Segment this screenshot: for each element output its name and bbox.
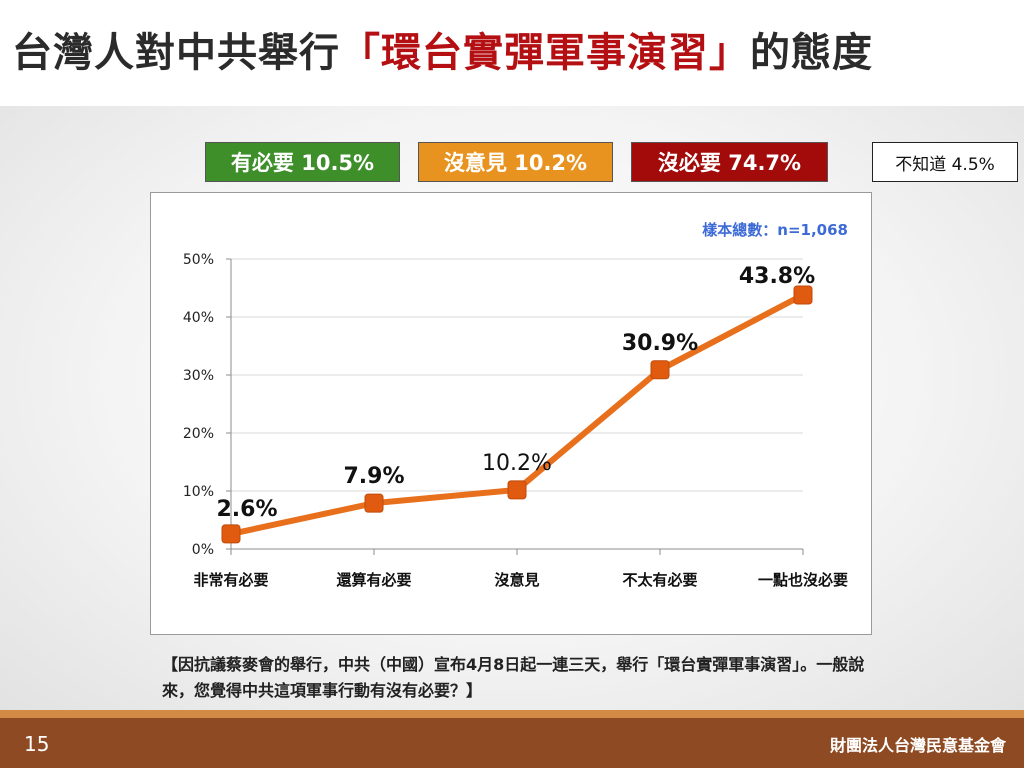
page-number: 15: [24, 732, 50, 756]
summary-necessary-label: 有必要 10.5%: [230, 151, 375, 175]
footer: 15 財團法人台灣民意基金會: [0, 718, 1024, 768]
y-tick-label: 10%: [183, 484, 214, 500]
data-label: 10.2%: [482, 451, 552, 476]
data-point: [650, 360, 670, 380]
slide-title: 台灣人對中共舉行「環台實彈軍事演習」的態度: [12, 20, 873, 78]
summary-no-opinion-label: 沒意見 10.2%: [443, 151, 588, 175]
data-point: [507, 480, 527, 500]
x-tick-label: 不太有必要: [622, 571, 697, 589]
y-tick-label: 0%: [192, 542, 214, 558]
footer-stripe: [0, 710, 1024, 718]
x-tick-label: 一點也沒必要: [758, 571, 848, 589]
data-point: [364, 493, 384, 513]
y-tick-label: 20%: [183, 426, 214, 442]
summary-dont-know-label: 不知道 4.5%: [895, 154, 995, 175]
data-point: [793, 285, 813, 305]
sample-size-note: 樣本總數：n=1,068: [702, 221, 848, 239]
title-bar: 台灣人對中共舉行「環台實彈軍事演習」的態度: [0, 0, 1024, 106]
line-chart: 0% 10% 20% 30% 40% 50% 非常有必要 還算有必要 沒意見 不太有必要 一點也沒必…: [183, 221, 848, 589]
organization-name: 財團法人台灣民意基金會: [829, 736, 1006, 755]
summary-necessary: 有必要 10.5%: [205, 142, 400, 182]
title-suffix: 的態度: [750, 30, 873, 76]
data-point: [221, 524, 241, 544]
data-label: 30.9%: [622, 331, 698, 356]
x-tick-label: 還算有必要: [336, 571, 411, 589]
summary-unnecessary-label: 沒必要 74.7%: [657, 151, 802, 175]
data-label: 7.9%: [343, 464, 404, 489]
y-tick-label: 30%: [183, 368, 214, 384]
survey-question: 【因抗議蔡麥會的舉行，中共（中國）宣布4月8日起一連三天，舉行「環台實彈軍事演習…: [162, 655, 865, 700]
y-tick-label: 50%: [183, 252, 214, 268]
x-tick-label: 非常有必要: [193, 571, 268, 589]
data-label: 2.6%: [216, 497, 277, 522]
data-label: 43.8%: [739, 264, 815, 289]
summary-unnecessary: 沒必要 74.7%: [631, 142, 828, 182]
summary-no-opinion: 沒意見 10.2%: [418, 142, 613, 182]
x-tick-label: 沒意見: [494, 571, 539, 589]
summary-dont-know: 不知道 4.5%: [872, 142, 1018, 182]
chart-frame: 0% 10% 20% 30% 40% 50% 非常有必要 還算有必要 沒意見 不太有必要 一點也沒必…: [150, 192, 872, 635]
title-highlight: 「環台實彈軍事演習」: [340, 30, 750, 76]
y-tick-label: 40%: [183, 310, 214, 326]
title-prefix: 台灣人對中共舉行: [12, 30, 340, 76]
